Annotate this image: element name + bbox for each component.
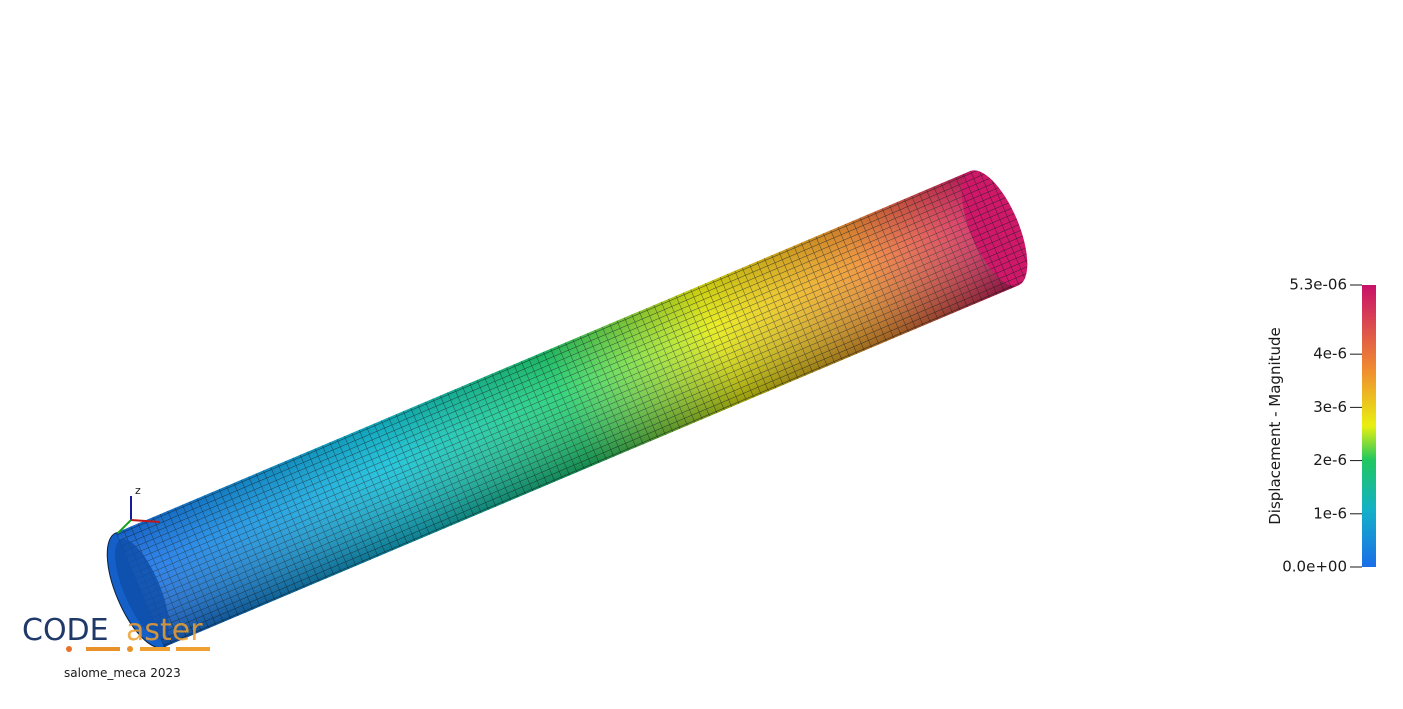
colorbar-tick-label: 5.3e-06 bbox=[1289, 276, 1347, 294]
colorbar-tick-label: 1e-6 bbox=[1313, 504, 1347, 522]
cylinder-mesh bbox=[106, 170, 1028, 649]
colorbar-tick-label: 0.0e+00 bbox=[1282, 558, 1347, 576]
logo-code: CODE bbox=[22, 613, 109, 648]
logo-aster: aster bbox=[126, 613, 203, 648]
logo-version: salome_meca 2023 bbox=[64, 666, 181, 680]
colorbar-tick-label: 3e-6 bbox=[1313, 398, 1347, 416]
logo: CODE aster salome_meca 2023 bbox=[22, 613, 210, 680]
colorbar-tick-label: 2e-6 bbox=[1313, 451, 1347, 469]
colorbar-ramp bbox=[1362, 285, 1376, 567]
colorbar: Displacement - Magnitude 0.0e+00 1e-6 2e-6… bbox=[1266, 276, 1376, 576]
colorbar-title: Displacement - Magnitude bbox=[1266, 327, 1284, 525]
colorbar-tick-label: 4e-6 bbox=[1313, 345, 1347, 363]
axes-triad: z bbox=[117, 484, 161, 534]
axis-label: z bbox=[135, 484, 141, 497]
